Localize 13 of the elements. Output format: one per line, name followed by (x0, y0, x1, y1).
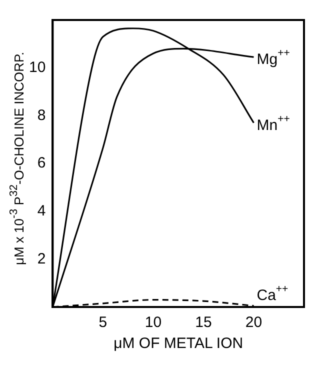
y-tick-label: 6 (38, 154, 46, 172)
x-tick-label: 15 (195, 314, 212, 332)
series-label: Mg++ (257, 47, 290, 68)
y-tick-label: 4 (38, 202, 46, 220)
y-tick-label: 8 (38, 106, 46, 124)
y-tick-label: 2 (38, 250, 46, 268)
y-tick-label: 10 (29, 58, 46, 76)
x-tick-label: 20 (246, 314, 262, 332)
x-tick-label: 10 (145, 314, 162, 332)
series-label: Mn++ (257, 112, 290, 134)
x-tick-label: 5 (99, 314, 108, 332)
x-axis-title: μM OF METAL ION (114, 335, 244, 352)
series-label: Ca++ (257, 282, 289, 304)
